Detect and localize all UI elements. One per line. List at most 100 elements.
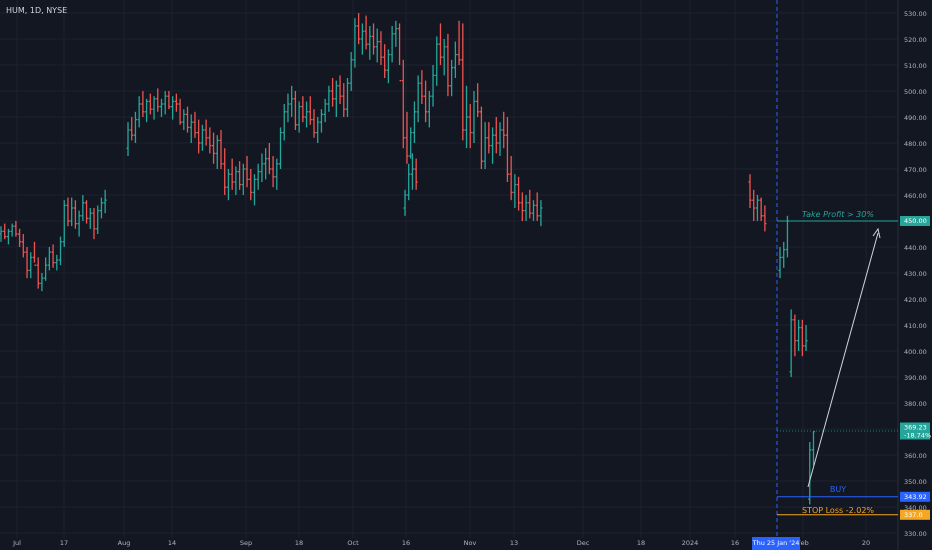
x-tick-label: 18 (295, 539, 303, 547)
price-bar (357, 13, 361, 45)
y-tick-label: 470.00 (904, 166, 927, 174)
x-tick-label: 14 (168, 539, 176, 547)
price-bar (14, 221, 18, 237)
price-bar (208, 127, 212, 154)
price-bar (312, 109, 316, 138)
price-bar (238, 161, 242, 190)
price-bar (275, 158, 279, 190)
price-bar (349, 52, 353, 91)
price-bar (782, 241, 786, 268)
y-tick-label: 430.00 (904, 270, 927, 278)
price-axis[interactable]: 330.00340.00350.00360.00370.00380.00390.… (900, 10, 931, 538)
price-bar (260, 153, 264, 182)
price-bar (368, 26, 372, 60)
price-bar (167, 91, 171, 110)
price-bar (468, 104, 472, 149)
price-bar (133, 111, 138, 143)
price-bar (483, 122, 487, 169)
price-bar (182, 109, 186, 130)
price-bar (323, 98, 327, 123)
price-bar (99, 197, 104, 219)
x-tick-label: Feb (797, 539, 809, 547)
price-bar (403, 189, 407, 216)
price-bar (92, 208, 96, 240)
current-date-tag: Thu 25 Jan '24 (752, 539, 800, 547)
y-tick-label: 400.00 (904, 348, 927, 356)
price-bar (301, 96, 305, 123)
price-bar (159, 98, 164, 117)
price-bar (197, 119, 201, 154)
price-bar (297, 101, 301, 133)
price-bar (342, 83, 346, 117)
price-bar (446, 33, 450, 97)
x-tick-label: Nov (464, 539, 477, 547)
y-tick-label: 340.00 (904, 504, 927, 512)
price-bar (401, 59, 405, 149)
price-bar (293, 91, 297, 130)
price-bar (800, 319, 804, 357)
price-bar (461, 23, 465, 141)
price-bar (29, 252, 33, 279)
price-bar (219, 130, 223, 169)
x-tick-label: 2024 (682, 539, 699, 547)
price-bar (804, 325, 808, 351)
price-bar (10, 223, 14, 237)
price-bar (304, 101, 309, 128)
y-tick-label: 480.00 (904, 140, 927, 148)
current-date-tag-bg (752, 537, 800, 550)
price-bar (96, 205, 100, 234)
y-tick-label: 330.00 (904, 530, 927, 538)
price-bar (234, 166, 238, 195)
price-bar (73, 200, 77, 229)
price-bar (427, 91, 431, 128)
price-bar (145, 98, 149, 123)
price-bar (759, 197, 763, 221)
price-bar (44, 257, 48, 281)
price-bar (204, 119, 208, 146)
x-tick-label: 16 (731, 539, 739, 547)
price-bar (438, 23, 443, 65)
x-tick-label: 16 (402, 539, 410, 547)
price-bar (386, 49, 390, 84)
price-bar (163, 91, 167, 115)
price-bar (476, 83, 480, 117)
price-bar (70, 197, 74, 227)
price-bar (435, 36, 439, 86)
price-bar (230, 158, 234, 190)
price-bar (25, 247, 29, 279)
price-bar (223, 148, 227, 195)
price-bar (808, 442, 812, 505)
price-bar (505, 117, 510, 182)
price-bar (141, 91, 145, 117)
price-bar (450, 59, 454, 97)
price-bar (453, 41, 457, 78)
price-bar (178, 98, 182, 125)
stop-price-tag-bg (900, 509, 930, 520)
x-tick-label: Oct (347, 539, 359, 547)
x-tick-label: 20 (862, 539, 870, 547)
price-bar (126, 122, 130, 156)
price-bar (66, 197, 70, 227)
price-bar (241, 163, 245, 195)
price-bar (58, 236, 63, 266)
price-bar (763, 205, 767, 232)
projection-arrow (807, 232, 879, 488)
price-bar (390, 26, 394, 63)
symbol-label: HUM, 1D, NYSE (6, 6, 68, 15)
price-bar (797, 319, 801, 351)
price-bar (6, 228, 11, 245)
price-bar (327, 85, 331, 112)
price-bar (383, 44, 387, 78)
price-bar (407, 163, 411, 201)
price-bar (789, 309, 793, 377)
price-bar (252, 174, 257, 206)
price-bar (524, 195, 528, 221)
price-bar (21, 234, 25, 258)
price-bar (513, 174, 517, 208)
price-bar (200, 124, 204, 151)
price-bar (267, 143, 271, 175)
y-tick-label: 350.00 (904, 478, 927, 486)
price-bar (51, 244, 55, 268)
time-axis[interactable]: Jul 17 Aug 14 Sep 18 Oct 16 Nov 13 Dec 18 2024 16 Feb 2… (12, 537, 870, 550)
